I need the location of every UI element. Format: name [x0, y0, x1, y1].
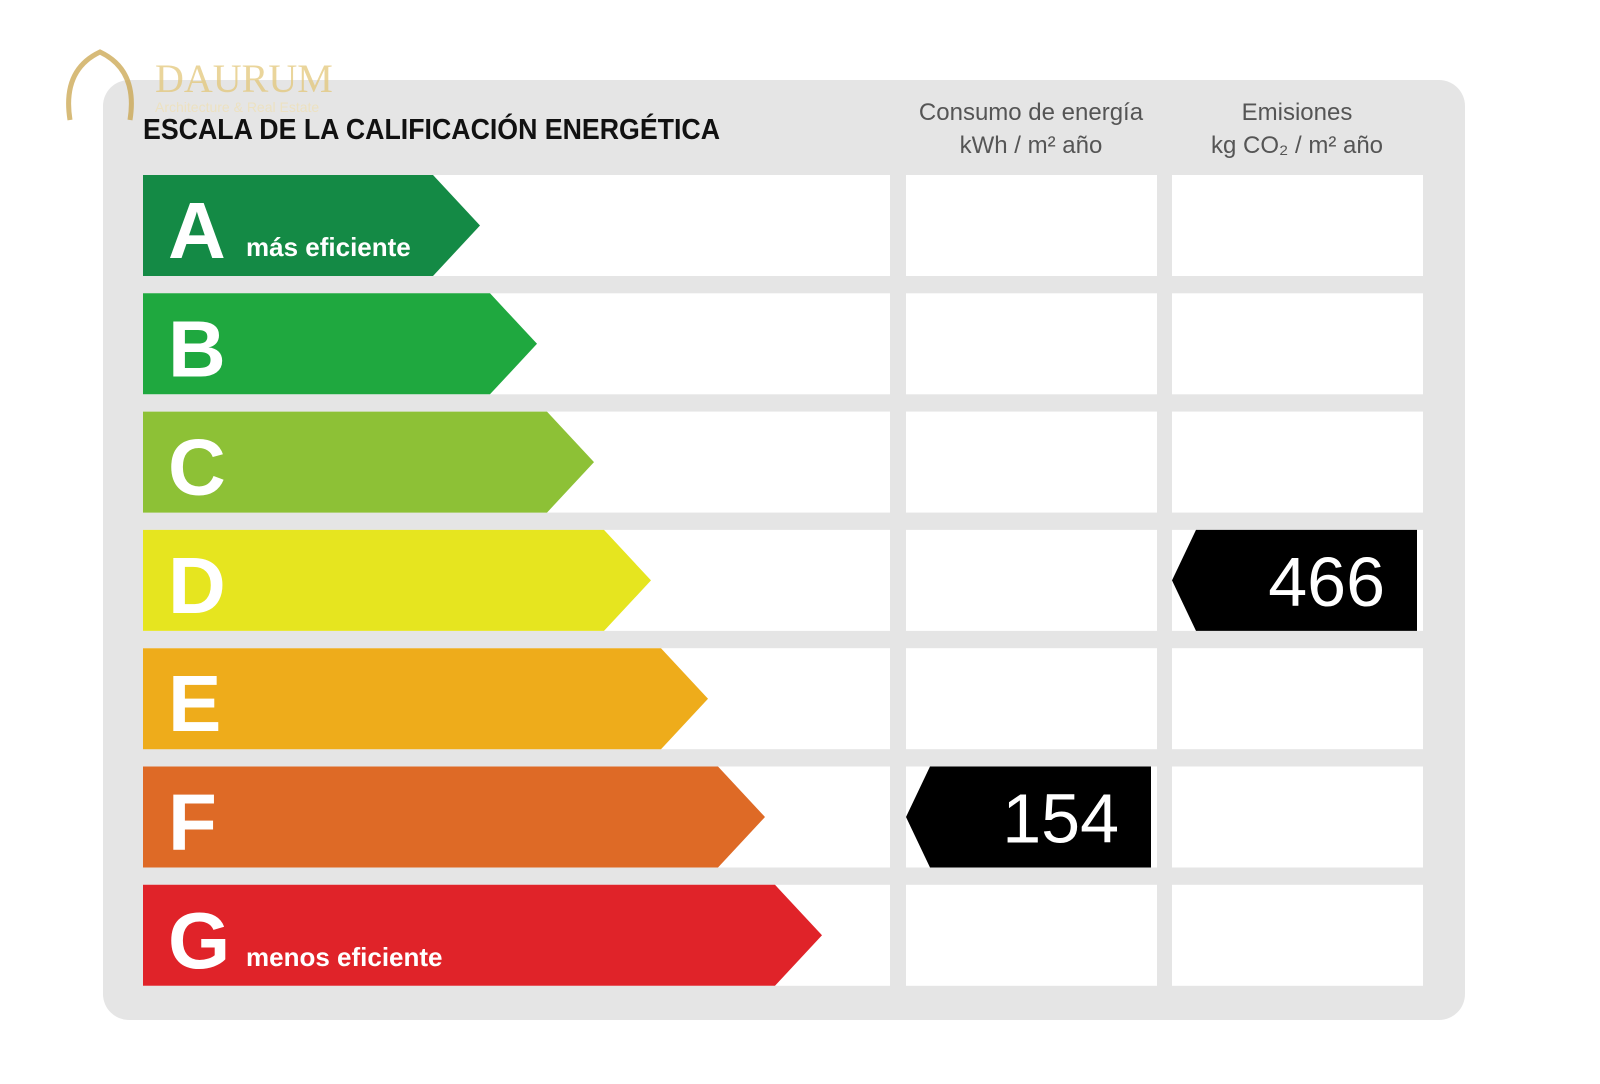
column-header: Consumo de energía [919, 99, 1144, 126]
logo-tagline: Architecture & Real Estate [155, 99, 319, 115]
rating-letter: A [168, 186, 226, 275]
rating-note: menos eficiente [246, 942, 443, 972]
rating-arrow [143, 293, 537, 395]
logo-mark [66, 49, 134, 121]
title: ESCALA DE LA CALIFICACIÓN ENERGÉTICA [143, 112, 720, 146]
rating-arrow [143, 884, 822, 986]
rating-arrow [143, 766, 765, 868]
cell [906, 529, 1157, 631]
cell [1172, 411, 1423, 513]
rating-letter: G [168, 896, 230, 985]
cell [906, 884, 1157, 986]
logo: DAURUM Architecture & Real Estate [66, 49, 333, 121]
rating-arrow [143, 411, 594, 513]
rating-letter: B [168, 304, 226, 393]
rating-letter: F [168, 778, 217, 867]
cell [906, 175, 1157, 276]
indicator [1172, 529, 1417, 631]
cell [1172, 175, 1423, 276]
cell [906, 411, 1157, 513]
cell [1172, 293, 1423, 395]
rating-arrow [143, 175, 480, 276]
cell [906, 293, 1157, 395]
rating-letter: C [168, 423, 226, 512]
indicator-value: 466 [1268, 543, 1385, 621]
rating-arrow [143, 648, 708, 750]
cell [906, 648, 1157, 750]
rating-note: más eficiente [246, 232, 411, 262]
cell [1172, 766, 1423, 868]
rating-letter: D [168, 541, 226, 630]
rating-letter: E [168, 659, 221, 748]
column-header: Emisiones [1242, 99, 1353, 126]
indicator [906, 766, 1151, 868]
cell [1172, 648, 1423, 750]
indicator-value: 154 [1002, 780, 1119, 858]
column-unit: kWh / m² año [960, 132, 1103, 159]
logo-name: DAURUM [155, 56, 333, 101]
cell [1172, 884, 1423, 986]
rating-arrow [143, 529, 651, 631]
column-unit: kg CO₂ / m² año [1211, 132, 1383, 159]
